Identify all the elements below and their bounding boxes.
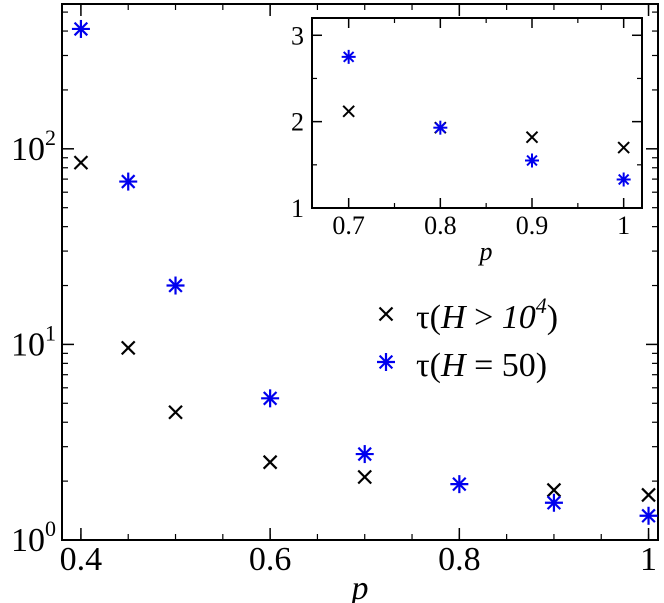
inset-x-tick-label: 0.7 [332,211,365,240]
tau-h-50-point [71,19,90,38]
legend-label-operator: = 50) [466,347,548,384]
inset-x-axis-label: p [478,237,493,266]
tau-h-large-point [262,454,278,470]
tau-h-50-point [166,276,185,295]
legend-item-tau-h-50: τ(H = 50) [377,347,547,384]
x-tick-label: 0.8 [438,541,481,578]
x-tick-label: 0.4 [60,541,103,578]
legend-label: τ(H = 50) [416,347,547,384]
tau-h-large-point [357,469,373,485]
legend-x-marker [378,306,394,322]
legend-item-tau-h-large: τ(H > 104) [378,293,558,336]
inset-tau-h-large-point-stroke-b [525,130,539,144]
legend-label-base: 10 [502,299,536,336]
y-tick-label: 100 [11,516,56,559]
inset-y-tick-label: 1 [291,194,304,223]
inset-tau-h-50-point [433,120,448,135]
tau-h-50-point [450,475,469,494]
tau-h-large-point [641,487,656,503]
tau-h-large-point-stroke-b [73,155,89,170]
legend-label-close: ) [547,299,558,336]
inset-tau-h-50-point-stroke-d2 [526,154,538,167]
inset-tau-h-50-point [616,172,631,187]
inset-tau-h-50-point-stroke-d2 [618,173,630,186]
inset-x-tick-label: 0.8 [424,211,457,240]
y-tick-label: 102 [11,125,56,168]
y-tick-label: 101 [11,320,56,363]
inset-chart: 1 2 3 0.7 0.8 0.9 1 p [291,17,643,266]
inset-y-tick-label: 3 [291,21,304,50]
inset-tau-h-large-point-stroke-b [617,141,630,154]
tau-h-large-point-stroke-b [120,340,136,356]
inset-tau-h-50-point-stroke-d2 [343,51,355,63]
legend-asterisk-marker-stroke-d2 [378,354,394,370]
tau-h-50-point [639,506,658,525]
x-tick-label: 0.6 [249,541,292,578]
inset-x-tick-label: 1 [617,211,630,240]
legend-label-operator: > [466,299,502,336]
tau-h-50-point-stroke-d2 [262,391,278,406]
tau-h-50-point-stroke-d2 [121,174,136,189]
tau-h-large-point [73,155,89,170]
plot-frame [61,3,659,541]
tau-h-large-point-stroke-b [262,454,278,470]
inset-tau-h-large-point [525,130,539,144]
tau-h-50-point-stroke-d2 [641,508,656,523]
y-tick-base: 10 [11,522,45,559]
tau-h-large-point-stroke-b [357,469,373,485]
tau-h-large-point [546,482,562,498]
inset-x-tick-label: 0.9 [516,211,549,240]
legend-label-tau: τ( [416,299,441,336]
tau-h-50-point [355,445,374,464]
inset-tau-h-large-point [617,141,630,154]
y-tick-exponent: 1 [45,320,56,345]
tau-h-large-point-stroke-b [168,404,183,420]
legend-label-variable: H [440,347,468,384]
tau-h-large-point-stroke-b [641,487,656,503]
inset-tau-h-large-point [342,105,355,118]
y-tick-base: 10 [11,326,45,363]
tau-h-large-point-stroke-b [546,482,562,498]
tau-h-large-point [120,340,136,356]
inset-tau-h-50-point [525,153,539,168]
y-tick-base: 10 [11,131,45,168]
legend-label-tau: τ( [416,347,441,384]
legend-label-variable: H [440,299,468,336]
y-tick-exponent: 2 [45,125,56,150]
legend: τ(H > 104)τ(H = 50) [377,293,558,384]
tau-h-50-point [261,389,280,408]
tau-h-large-point [168,404,183,420]
legend-asterisk-marker [377,353,395,371]
legend-label-exponent: 4 [536,293,547,318]
inset-tau-h-50-point-stroke-d2 [434,122,446,134]
inset-frame [311,17,643,209]
y-tick-exponent: 0 [45,516,56,541]
tau-h-50-point-stroke-d2 [357,446,372,462]
inset-y-tick-label: 2 [291,108,304,137]
tau-h-50-point [544,493,563,512]
tau-h-50-point-stroke-d2 [546,495,562,510]
legend-label: τ(H > 104) [416,293,558,336]
tau-h-50-point-stroke-d2 [168,278,183,293]
legend-x-marker-stroke-b [378,306,394,322]
inset-tau-h-large-point-stroke-b [342,105,355,118]
tau-h-50-point-stroke-d2 [452,477,467,492]
inset-tau-h-50-point [341,49,356,64]
tau-h-50-point-stroke-d2 [73,21,89,37]
x-axis-label: p [350,570,369,603]
tau-h-50-point [119,172,138,191]
x-tick-label: 1 [640,541,657,578]
